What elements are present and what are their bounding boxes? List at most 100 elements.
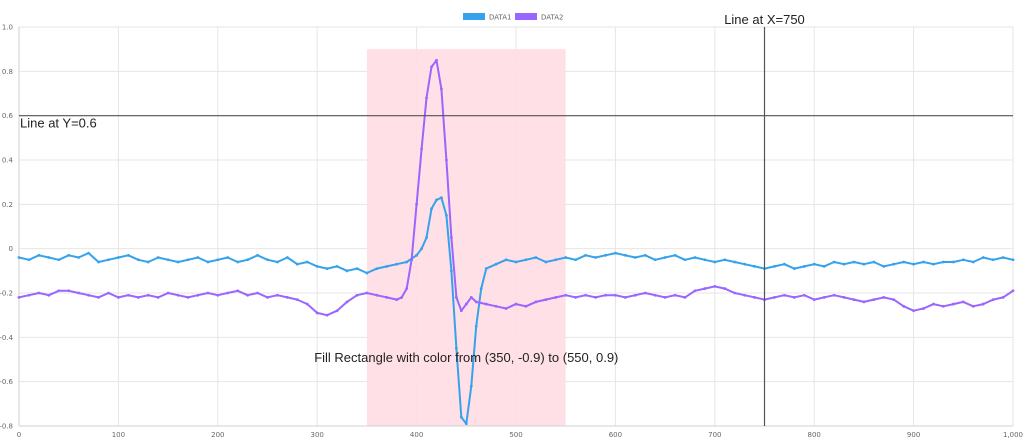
data-point bbox=[504, 307, 508, 310]
data-point bbox=[156, 256, 160, 259]
data-point bbox=[643, 253, 647, 257]
data-point bbox=[623, 253, 627, 257]
y-tick-label: 0.8 bbox=[2, 68, 13, 76]
data-point bbox=[753, 296, 756, 299]
data-point bbox=[961, 258, 965, 262]
data-point bbox=[449, 269, 453, 273]
data-point bbox=[430, 65, 433, 69]
legend-label: DATA2 bbox=[541, 14, 564, 22]
data-point bbox=[355, 293, 359, 297]
data-point bbox=[420, 147, 423, 151]
data-point bbox=[922, 260, 925, 264]
data-point bbox=[256, 253, 259, 257]
data-point bbox=[792, 296, 796, 299]
data-point bbox=[842, 296, 846, 299]
data-point bbox=[554, 258, 558, 262]
data-point bbox=[315, 311, 319, 315]
data-point bbox=[17, 296, 21, 299]
x-tick-label: 300 bbox=[311, 431, 324, 439]
data-point bbox=[802, 293, 806, 297]
data-point bbox=[335, 309, 339, 313]
series-layer bbox=[17, 58, 1015, 426]
data-point bbox=[673, 253, 677, 257]
data-point bbox=[57, 289, 61, 293]
data-point bbox=[753, 265, 756, 268]
reference-lines-layer bbox=[19, 27, 1013, 426]
data-point bbox=[494, 262, 498, 266]
data-point bbox=[1001, 256, 1005, 259]
data-point bbox=[1011, 289, 1015, 293]
legend-item-data1[interactable]: DATA1 bbox=[463, 13, 512, 22]
data-point bbox=[604, 253, 607, 257]
data-point bbox=[693, 256, 697, 259]
data-point bbox=[67, 253, 71, 257]
data-point bbox=[276, 293, 279, 297]
data-point bbox=[459, 309, 463, 313]
y-tick-label: 0 bbox=[9, 245, 13, 253]
legend-swatch bbox=[463, 13, 485, 20]
data-point bbox=[365, 271, 369, 275]
data-point bbox=[892, 298, 896, 302]
data-point bbox=[430, 207, 433, 211]
data-point bbox=[469, 384, 473, 388]
data-point bbox=[574, 258, 578, 262]
data-point bbox=[435, 58, 438, 62]
data-point bbox=[77, 256, 81, 259]
data-point bbox=[276, 260, 279, 264]
data-point bbox=[295, 298, 299, 302]
data-point bbox=[683, 258, 687, 262]
data-point bbox=[862, 262, 866, 266]
data-point bbox=[633, 293, 637, 297]
data-point bbox=[713, 284, 717, 288]
y-tick-label: 0.6 bbox=[2, 112, 14, 120]
fill-rectangle bbox=[366, 49, 566, 427]
data-point bbox=[912, 309, 915, 313]
data-point bbox=[802, 265, 806, 268]
data-point bbox=[991, 258, 995, 262]
data-point bbox=[653, 258, 657, 262]
data-point bbox=[285, 296, 289, 299]
data-point bbox=[395, 262, 399, 266]
data-point bbox=[852, 260, 856, 264]
data-point bbox=[479, 287, 483, 290]
series-data2 bbox=[17, 58, 1015, 317]
data-point bbox=[743, 262, 747, 266]
data-point bbox=[335, 265, 339, 268]
data-point bbox=[445, 158, 448, 162]
data-point bbox=[484, 302, 488, 306]
data-point bbox=[325, 313, 329, 317]
x-tick-label: 1,000 bbox=[1003, 431, 1023, 439]
series-data1 bbox=[17, 196, 1015, 426]
data-point bbox=[345, 300, 349, 304]
data-point bbox=[484, 267, 488, 271]
data-point bbox=[574, 296, 578, 299]
data-point bbox=[852, 298, 856, 302]
data-point bbox=[981, 256, 985, 259]
data-point bbox=[643, 291, 647, 295]
data-point bbox=[832, 260, 836, 264]
x-tick-label: 800 bbox=[808, 431, 821, 439]
data-point bbox=[733, 291, 737, 295]
data-point bbox=[126, 253, 130, 257]
data-point bbox=[614, 251, 617, 255]
legend-item-data2[interactable]: DATA2 bbox=[515, 13, 564, 22]
data-point bbox=[415, 202, 418, 206]
vline-label: Line at X=750 bbox=[724, 12, 805, 27]
data-point bbox=[544, 260, 548, 264]
data-point bbox=[564, 256, 568, 259]
y-tick-label: 1.0 bbox=[2, 24, 13, 32]
data-point bbox=[87, 251, 90, 255]
x-tick-label: 0 bbox=[17, 431, 21, 439]
y-tick-label: -0.2 bbox=[0, 290, 13, 298]
data-point bbox=[176, 293, 180, 297]
data-point bbox=[594, 256, 597, 259]
series-line-data1 bbox=[18, 196, 1014, 425]
x-tick-label: 700 bbox=[708, 431, 721, 439]
data-point bbox=[782, 293, 786, 297]
data-point bbox=[435, 198, 438, 202]
data-point bbox=[256, 291, 259, 295]
legend[interactable]: DATA1 DATA2 bbox=[463, 13, 564, 22]
annotation-labels: Line at Y=0.6 Line at X=750 Fill Rectangle… bbox=[20, 12, 805, 365]
data-point bbox=[67, 289, 71, 293]
x-tick-label: 900 bbox=[907, 431, 920, 439]
